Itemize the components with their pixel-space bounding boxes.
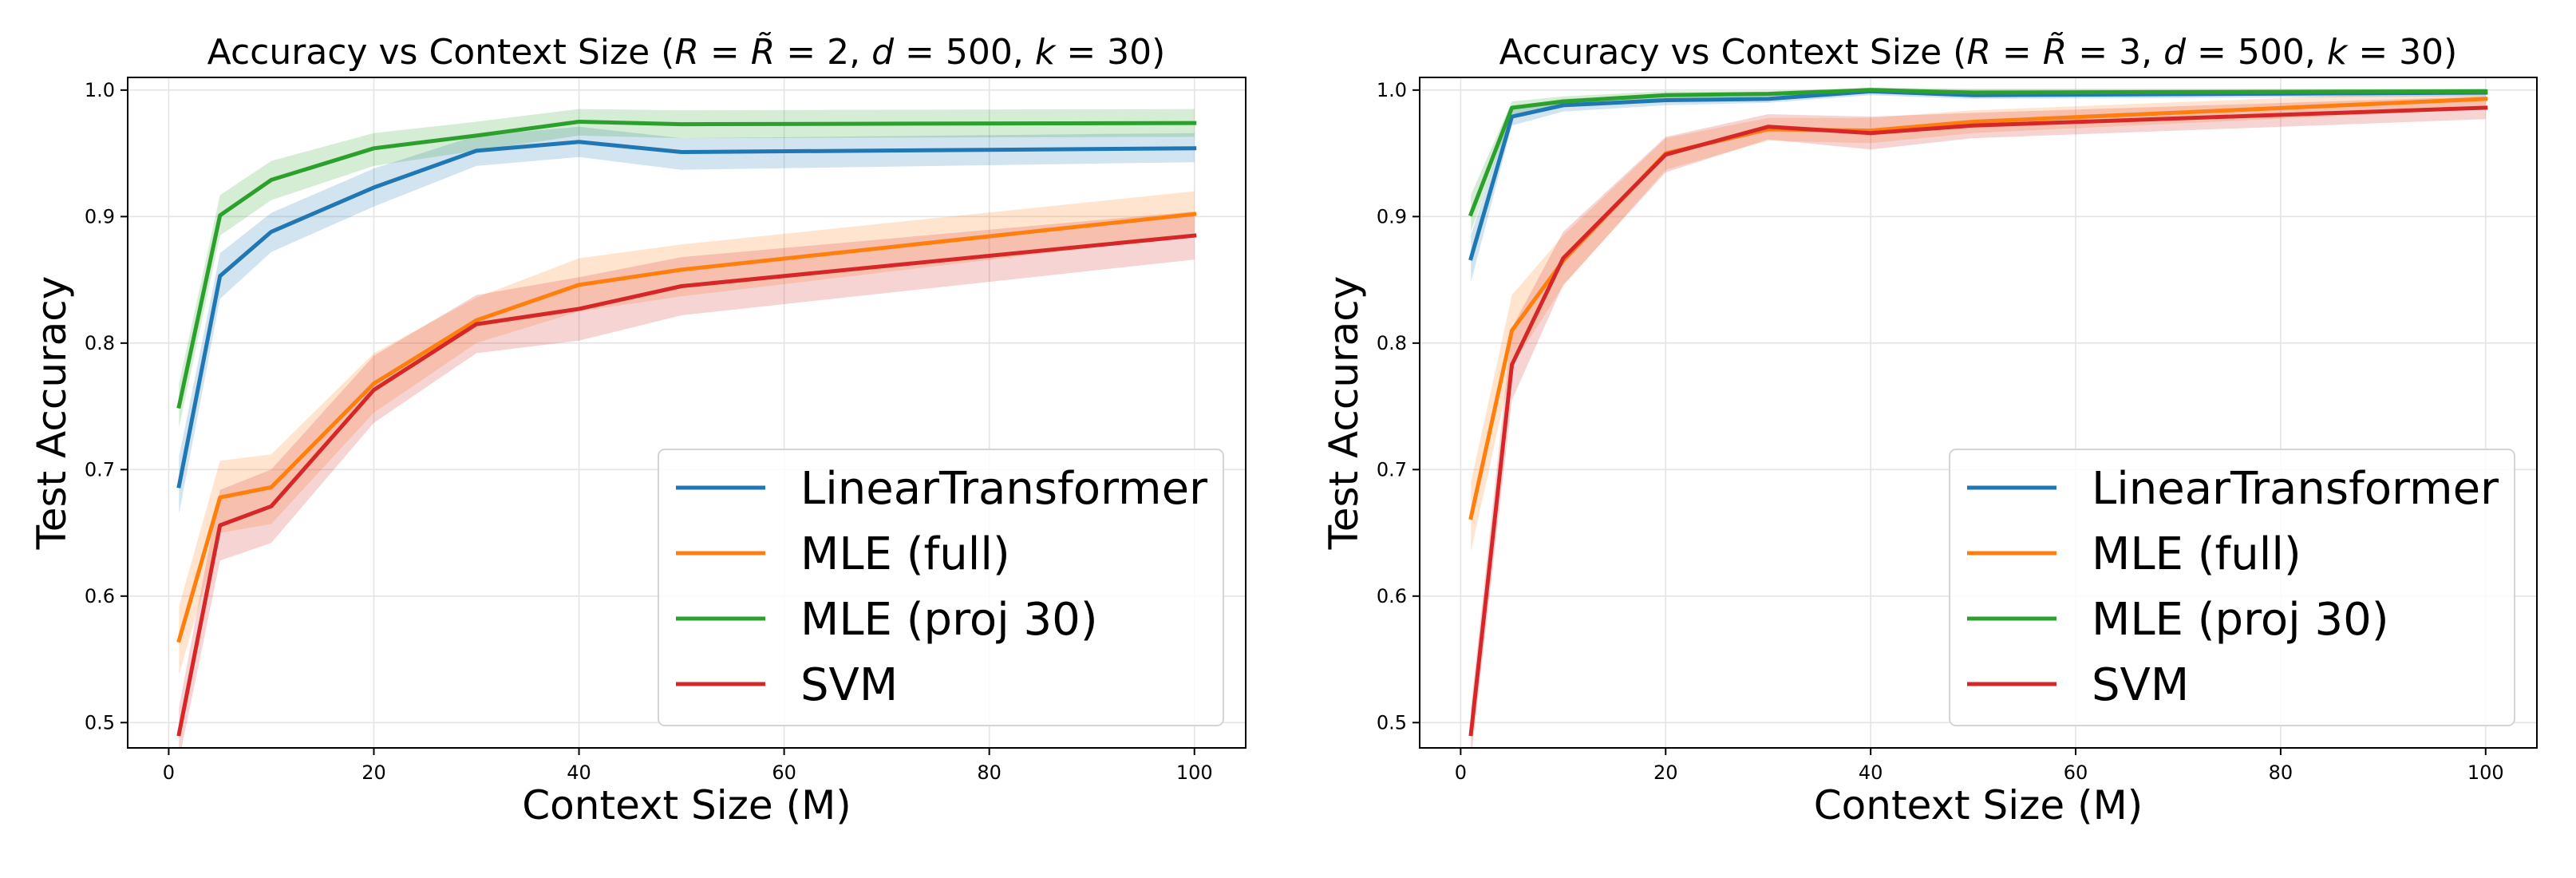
x-tick-label: 100: [2467, 761, 2504, 784]
chart-title-part: Accuracy vs Context Size (: [207, 32, 675, 73]
legend-box: [658, 449, 1224, 726]
chart-title-part: =: [1991, 32, 2043, 73]
series-line-1: [1468, 89, 2488, 261]
y-tick-label: 1.0: [1377, 79, 1407, 101]
series-line-1: [176, 140, 1197, 488]
y-tick-label: 0.5: [85, 711, 115, 734]
series-line-4: [176, 233, 1197, 737]
plot-content: [1468, 87, 2488, 748]
y-tick-label: 0.9: [85, 205, 115, 227]
band-1: [1471, 87, 2486, 283]
chart-title-part: R: [1966, 32, 1991, 73]
chart-panel-2: 0 20 40 60 80 100 0.5 0.6 0.7 0.8 0.9 1.0 Accuracy v…: [1321, 30, 2538, 829]
series-line-3: [1468, 88, 2488, 217]
chart-title-part: k: [1035, 32, 1057, 73]
y-tick-label: 0.7: [85, 458, 115, 481]
chart-title-part: = 2,: [775, 32, 871, 73]
chart-title-part: k: [2327, 32, 2349, 73]
plot-frame: [127, 77, 1247, 749]
chart-title-part: d: [871, 32, 895, 73]
x-tick-label: 60: [2064, 761, 2088, 784]
chart-title-part: = 500,: [2186, 32, 2327, 73]
x-tick-label: 40: [1859, 761, 1883, 784]
x-tick-label: 60: [772, 761, 796, 784]
series-line-2: [176, 212, 1197, 643]
y-tick-label: 0.6: [85, 585, 115, 607]
series-line-3: [176, 120, 1197, 409]
y-tick-label: 0.6: [1377, 585, 1407, 607]
y-tick-label: 0.5: [1377, 711, 1407, 734]
legend-box: [1949, 449, 2515, 726]
x-tick-label: 100: [1176, 761, 1213, 784]
chart-title-part: = 30): [2347, 32, 2457, 73]
x-axis-label: Context Size (M): [522, 782, 851, 829]
chart-panel-1: 0 20 40 60 80 100 0.5 0.6 0.7 0.8 0.9 1.0 Accuracy v…: [29, 30, 1247, 829]
y-tick-label: 0.7: [1377, 458, 1407, 481]
y-axis-label: Test Accuracy: [29, 276, 75, 551]
x-axis-label: Context Size (M): [1814, 782, 2143, 829]
chart-title-part: d: [2163, 32, 2187, 73]
y-tick-label: 1.0: [85, 79, 115, 101]
y-tick-label: 0.8: [85, 332, 115, 354]
x-tick-label: 80: [2269, 761, 2294, 784]
chart-title: Accuracy vs Context Size (R = R̃ = 2, d …: [207, 30, 1166, 73]
y-axis-label: Test Accuracy: [1321, 276, 1367, 551]
legend: LinearTransformer MLE (full) MLE (proj 30)…: [658, 449, 1224, 726]
x-tick-label: 40: [567, 761, 591, 784]
x-tick-label: 20: [362, 761, 386, 784]
plot-frame: [1419, 77, 2538, 749]
x-tick-label: 0: [163, 761, 175, 784]
chart-title-part: = 3,: [2067, 32, 2163, 73]
legend-label-4: SVM: [2092, 659, 2189, 711]
y-tick-label: 0.9: [1377, 205, 1407, 227]
chart-title-part: = 30): [1055, 32, 1165, 73]
legend-label-4: SVM: [800, 659, 898, 711]
chart-title-part: =: [699, 32, 751, 73]
legend-label-2: MLE (full): [800, 528, 1010, 580]
x-tick-label: 0: [1455, 761, 1467, 784]
legend-label-1: LinearTransformer: [2092, 463, 2499, 515]
chart-title: Accuracy vs Context Size (R = R̃ = 3, d …: [1499, 30, 2458, 73]
legend: LinearTransformer MLE (full) MLE (proj 30)…: [1949, 449, 2515, 726]
x-tick-label: 20: [1653, 761, 1678, 784]
band-2: [179, 191, 1195, 675]
chart-title-part: = 500,: [894, 32, 1035, 73]
y-tick-label: 0.8: [1377, 332, 1407, 354]
x-tick-label: 80: [977, 761, 1002, 784]
chart-title-part: R̃: [751, 30, 776, 73]
legend-label-2: MLE (full): [2092, 528, 2301, 580]
chart-title-part: Accuracy vs Context Size (: [1499, 32, 1967, 73]
plot-content: [176, 109, 1197, 748]
legend-label-3: MLE (proj 30): [800, 594, 1098, 646]
legend-label-3: MLE (proj 30): [2092, 594, 2389, 646]
legend-label-1: LinearTransformer: [800, 463, 1208, 515]
series-line-4: [1468, 105, 2488, 737]
chart-title-part: R̃: [2043, 30, 2068, 73]
chart-title-part: R: [674, 32, 699, 73]
